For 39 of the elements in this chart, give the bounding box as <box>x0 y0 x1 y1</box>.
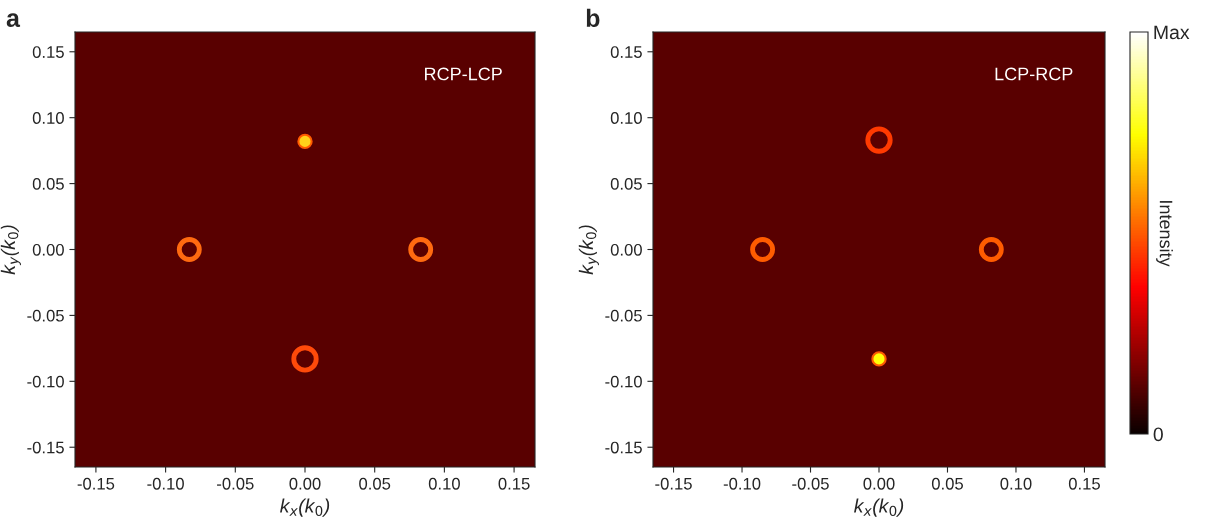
x-tick-label: 0.00 <box>289 477 321 490</box>
y-tick-label: 0.05 <box>610 177 642 190</box>
y-tick-label: 0.10 <box>610 112 642 124</box>
y-tick-label: 0.10 <box>32 112 64 124</box>
y-tick-label: 0.15 <box>32 46 64 58</box>
x-tick-label: 0.15 <box>498 477 530 490</box>
color-bar-title: Intensity <box>1156 201 1173 267</box>
y-axis-title: k$_{y}$(k$_{0}$) <box>0 225 21 275</box>
y-tick-label: -0.10 <box>27 375 64 388</box>
x-tick-label: 0.05 <box>359 477 391 490</box>
x-tick-label: -0.10 <box>147 477 184 490</box>
y-tick-label: -0.15 <box>605 441 642 454</box>
chart-title: a <box>6 13 21 28</box>
x-tick-label: -0.15 <box>77 477 115 490</box>
y-tick-label: -0.15 <box>27 441 64 454</box>
y-tick-label: -0.10 <box>605 375 642 388</box>
x-axis-title: k$_{x}$(k$_{0}$) <box>280 498 330 517</box>
x-tick-label: 0.05 <box>931 477 964 490</box>
y-tick-label: 0.05 <box>32 177 64 190</box>
y-tick-label: -0.05 <box>27 309 64 322</box>
y-tick-label: -0.05 <box>605 309 642 322</box>
y-axis-title: k$_{y}$(k$_{0}$) <box>578 225 599 275</box>
x-tick-label: 0.15 <box>1068 477 1100 490</box>
y-tick-label: 0.00 <box>32 243 64 256</box>
annotation: RCP-LCP <box>425 67 502 81</box>
x-tick-label: -0.05 <box>792 477 829 490</box>
color-bar-label: 0 <box>1153 427 1163 442</box>
x-tick-label: -0.05 <box>217 477 254 490</box>
x-tick-label: 0.10 <box>1000 477 1032 490</box>
x-tick-label: 0.00 <box>863 477 895 490</box>
y-tick-label: 0.15 <box>610 46 642 58</box>
x-axis-title: k$_{x}$(k$_{0}$) <box>854 498 904 517</box>
color-bar-label: Max <box>1154 25 1190 40</box>
x-tick-label: -0.10 <box>723 477 761 490</box>
chart-title: b <box>586 8 600 28</box>
annotation: LCP-RCP <box>995 67 1073 81</box>
y-tick-label: 0.00 <box>610 243 642 256</box>
x-tick-label: 0.10 <box>428 477 460 490</box>
x-tick-label: -0.15 <box>655 477 692 490</box>
